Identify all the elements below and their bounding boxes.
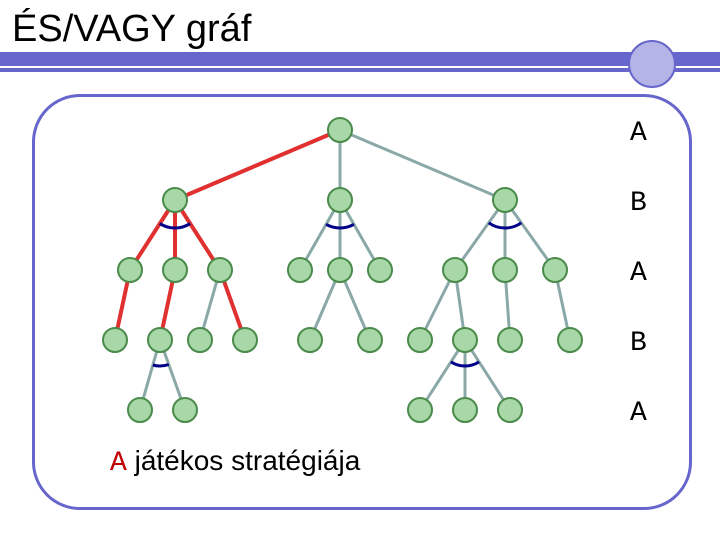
tree-node — [493, 258, 517, 282]
tree-node — [118, 258, 142, 282]
tree-node — [328, 188, 352, 212]
row-label: A — [630, 398, 647, 429]
tree-node — [498, 328, 522, 352]
tree-node — [188, 328, 212, 352]
tree-node — [408, 328, 432, 352]
tree-node — [148, 328, 172, 352]
tree-node — [358, 328, 382, 352]
tree-node — [493, 188, 517, 212]
caption: A játékos stratégiája — [110, 445, 360, 479]
tree-node — [163, 258, 187, 282]
tree-node — [453, 398, 477, 422]
tree-node — [208, 258, 232, 282]
tree-node — [368, 258, 392, 282]
tree-node — [443, 258, 467, 282]
caption-text: játékos stratégiája — [127, 445, 360, 476]
tree-node — [288, 258, 312, 282]
tree-node — [408, 398, 432, 422]
row-label: A — [630, 258, 647, 289]
row-label: B — [630, 328, 647, 359]
row-label: A — [630, 118, 647, 149]
tree-node — [233, 328, 257, 352]
tree-node — [328, 118, 352, 142]
tree-node — [498, 398, 522, 422]
tree-node — [543, 258, 567, 282]
tree-node — [558, 328, 582, 352]
tree-node — [328, 258, 352, 282]
tree-node — [128, 398, 152, 422]
tree-node — [298, 328, 322, 352]
tree-node — [173, 398, 197, 422]
slide: ÉS/VAGY gráf ABABA A játékos stratégiája — [0, 0, 720, 540]
tree-node — [103, 328, 127, 352]
caption-player: A — [110, 448, 127, 479]
tree-node — [453, 328, 477, 352]
row-label: B — [630, 188, 647, 219]
tree-node — [163, 188, 187, 212]
